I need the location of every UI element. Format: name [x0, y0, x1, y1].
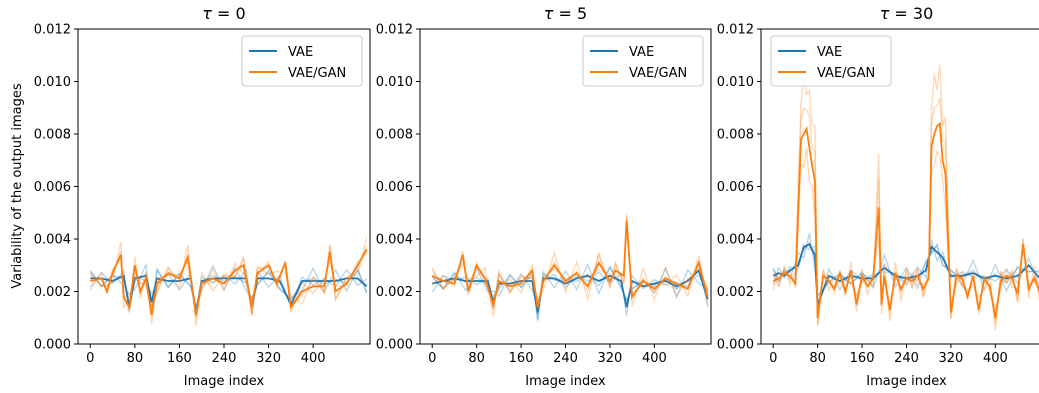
series-run-vae-gan-0 — [89, 252, 368, 324]
y-tick-label: 0.006 — [717, 180, 754, 195]
series-line-vae — [772, 243, 1039, 305]
y-tick-label: 0.004 — [717, 233, 754, 248]
y-tick-label: 0.002 — [376, 285, 413, 300]
legend-label: VAE/GAN — [629, 66, 687, 81]
y-tick-label: 0.006 — [376, 180, 413, 195]
y-tick-label: 0.002 — [34, 285, 71, 300]
chart-title: τ = 30 — [880, 4, 934, 23]
y-tick-label: 0.006 — [34, 180, 71, 195]
legend-box — [241, 35, 363, 87]
chart-title: τ = 5 — [544, 4, 587, 23]
x-tick-label: 240 — [894, 351, 919, 366]
y-tick-label: 0.010 — [717, 75, 754, 90]
legend-label: VAE/GAN — [817, 66, 875, 81]
y-tick-label: 0.004 — [376, 233, 413, 248]
series-run-vae-gan-1 — [431, 215, 709, 310]
y-tick-label: 0.012 — [717, 23, 754, 38]
x-tick-label: 400 — [983, 351, 1008, 366]
x-tick-label: 0 — [86, 351, 94, 366]
y-tick-label: 0.000 — [376, 338, 413, 353]
x-tick-label: 80 — [127, 351, 144, 366]
x-tick-label: 160 — [509, 351, 534, 366]
title-symbol: τ — [880, 4, 890, 23]
x-tick-label: 160 — [167, 351, 192, 366]
title-value: 0 — [236, 4, 246, 23]
x-tick-label: 320 — [939, 351, 964, 366]
series-line-vae-gan — [431, 220, 709, 308]
x-tick-label: 80 — [809, 351, 826, 366]
y-tick-label: 0.012 — [34, 23, 71, 38]
y-tick-label: 0.010 — [376, 75, 413, 90]
chart-panel-0: τ = 0 0.000 0.002 0.004 0.006 0.008 0.010 0.012… — [34, 4, 371, 389]
y-tick-label: 0.012 — [376, 23, 413, 38]
y-tick-label: 0.008 — [376, 128, 413, 143]
x-tick-label: 320 — [598, 351, 623, 366]
chart-panel-1: τ = 5 0.000 0.002 0.004 0.006 0.008 0.010 0.012… — [376, 4, 712, 389]
x-tick-label: 400 — [642, 351, 667, 366]
x-tick-label: 320 — [256, 351, 281, 366]
y-tick-label: 0.004 — [34, 233, 71, 248]
series-run-vae-0 — [772, 239, 1039, 312]
series-line-vae-gan — [90, 249, 368, 316]
title-equals: = — [553, 4, 577, 23]
series-run-vae-gan-2 — [89, 236, 368, 327]
plot-area — [431, 214, 709, 321]
series-run-vae-gan-2 — [431, 214, 709, 318]
chart-title: τ = 0 — [202, 4, 245, 23]
x-axis-label: Image index — [866, 374, 947, 389]
legend-box — [582, 35, 704, 87]
chart-panel-2: τ = 30 0.000 0.002 0.004 0.006 0.008 0.010 0.01… — [717, 4, 1039, 389]
legend-label: VAE — [817, 45, 842, 60]
series-run-vae-gan-0 — [431, 222, 709, 310]
legend-box — [770, 35, 892, 87]
title-value: 5 — [577, 4, 587, 23]
y-tick-label: 0.008 — [34, 128, 71, 143]
plot-area — [772, 65, 1039, 331]
plot-area — [89, 236, 368, 327]
title-equals: = — [889, 4, 913, 23]
title-symbol: τ — [544, 4, 554, 23]
y-tick-label: 0.008 — [717, 128, 754, 143]
x-tick-label: 400 — [301, 351, 326, 366]
legend: VAE VAE/GAN — [770, 35, 892, 87]
legend: VAE VAE/GAN — [241, 35, 363, 87]
y-tick-label: 0.000 — [717, 338, 754, 353]
title-symbol: τ — [202, 4, 212, 23]
x-tick-label: 240 — [553, 351, 578, 366]
x-axis-label: Image index — [184, 374, 265, 389]
legend-label: VAE — [629, 45, 654, 60]
x-tick-label: 160 — [850, 351, 875, 366]
legend-label: VAE/GAN — [288, 66, 346, 81]
y-axis-label: Variability of the output images — [10, 83, 25, 288]
x-axis-label: Image index — [525, 374, 606, 389]
series-line-vae — [90, 274, 368, 313]
x-tick-label: 240 — [212, 351, 237, 366]
y-tick-label: 0.010 — [34, 75, 71, 90]
x-tick-label: 0 — [428, 351, 436, 366]
series-line-vae-gan — [772, 121, 1039, 318]
legend: VAE VAE/GAN — [582, 35, 704, 87]
title-value: 30 — [913, 4, 933, 23]
y-tick-label: 0.002 — [717, 285, 754, 300]
x-tick-label: 0 — [769, 351, 777, 366]
y-tick-label: 0.000 — [34, 338, 71, 353]
series-line-vae — [431, 268, 709, 313]
x-tick-label: 80 — [468, 351, 485, 366]
title-equals: = — [212, 4, 236, 23]
legend-label: VAE — [288, 45, 313, 60]
